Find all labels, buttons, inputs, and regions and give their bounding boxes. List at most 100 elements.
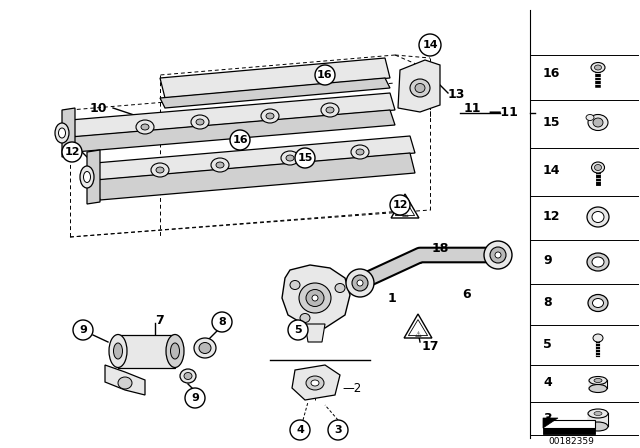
Ellipse shape [80, 166, 94, 188]
Ellipse shape [299, 283, 331, 313]
Ellipse shape [594, 412, 602, 415]
Ellipse shape [351, 145, 369, 159]
Text: 5: 5 [543, 337, 552, 350]
Ellipse shape [593, 298, 604, 307]
Circle shape [295, 148, 315, 168]
Text: 13: 13 [448, 89, 465, 102]
Ellipse shape [586, 115, 594, 121]
Circle shape [390, 195, 410, 215]
Polygon shape [543, 428, 595, 434]
Text: 11: 11 [464, 102, 481, 115]
Ellipse shape [589, 376, 607, 384]
Text: 16: 16 [543, 67, 561, 80]
Ellipse shape [484, 241, 512, 269]
Text: 15: 15 [298, 153, 313, 163]
Text: 1: 1 [388, 292, 397, 305]
Text: 4: 4 [543, 376, 552, 389]
Ellipse shape [194, 338, 216, 358]
Text: 17: 17 [422, 340, 440, 353]
Ellipse shape [58, 128, 65, 138]
Text: 14: 14 [543, 164, 561, 177]
Text: —11: —11 [488, 107, 518, 120]
Ellipse shape [321, 103, 339, 117]
Ellipse shape [156, 167, 164, 173]
Ellipse shape [357, 280, 363, 286]
Ellipse shape [352, 275, 368, 291]
Circle shape [62, 142, 82, 162]
Ellipse shape [591, 63, 605, 73]
Ellipse shape [495, 252, 501, 258]
Polygon shape [396, 200, 415, 215]
Polygon shape [398, 60, 440, 112]
Ellipse shape [415, 83, 425, 92]
Ellipse shape [136, 120, 154, 134]
Text: 16: 16 [232, 135, 248, 145]
Bar [588, 414, 608, 426]
Ellipse shape [589, 384, 607, 392]
Ellipse shape [587, 207, 609, 227]
Ellipse shape [587, 253, 609, 271]
Ellipse shape [592, 211, 604, 223]
Ellipse shape [113, 343, 122, 359]
Polygon shape [95, 153, 415, 200]
Ellipse shape [184, 372, 192, 379]
Ellipse shape [109, 335, 127, 367]
Ellipse shape [593, 118, 603, 127]
Polygon shape [87, 150, 100, 204]
Ellipse shape [216, 162, 224, 168]
Polygon shape [282, 265, 350, 328]
Text: 12: 12 [543, 211, 561, 224]
Polygon shape [70, 110, 395, 152]
Polygon shape [404, 314, 432, 338]
Polygon shape [160, 58, 390, 98]
Polygon shape [292, 365, 340, 400]
Ellipse shape [592, 257, 604, 267]
Ellipse shape [286, 155, 294, 161]
Ellipse shape [196, 119, 204, 125]
Ellipse shape [588, 115, 608, 130]
Text: 14: 14 [422, 40, 438, 50]
Ellipse shape [151, 163, 169, 177]
Ellipse shape [588, 294, 608, 311]
Ellipse shape [594, 379, 602, 383]
Circle shape [288, 320, 308, 340]
Text: 18: 18 [432, 241, 449, 254]
Ellipse shape [55, 123, 69, 143]
Text: 7: 7 [155, 314, 164, 327]
Ellipse shape [170, 343, 179, 359]
Ellipse shape [591, 162, 605, 173]
Text: 5: 5 [294, 325, 302, 335]
Text: 9: 9 [79, 325, 87, 335]
Circle shape [315, 65, 335, 85]
Text: 10: 10 [90, 102, 108, 115]
Polygon shape [160, 78, 390, 108]
Ellipse shape [141, 124, 149, 130]
Ellipse shape [180, 369, 196, 383]
Text: 00182359: 00182359 [548, 438, 594, 447]
Circle shape [73, 320, 93, 340]
Ellipse shape [356, 149, 364, 155]
Polygon shape [391, 194, 419, 218]
Ellipse shape [261, 109, 279, 123]
Text: 8: 8 [543, 297, 552, 310]
Circle shape [185, 388, 205, 408]
Polygon shape [543, 420, 595, 428]
Text: ⚠: ⚠ [401, 210, 408, 219]
Ellipse shape [335, 284, 345, 293]
Circle shape [230, 130, 250, 150]
Text: 12: 12 [392, 200, 408, 210]
Ellipse shape [595, 65, 602, 70]
Polygon shape [95, 136, 415, 180]
Text: —2: —2 [342, 382, 361, 395]
Ellipse shape [290, 280, 300, 289]
Ellipse shape [595, 164, 602, 171]
Polygon shape [62, 108, 75, 157]
Ellipse shape [166, 335, 184, 367]
Ellipse shape [191, 115, 209, 129]
Circle shape [290, 420, 310, 440]
Polygon shape [70, 93, 395, 137]
Ellipse shape [199, 343, 211, 353]
Circle shape [212, 312, 232, 332]
Polygon shape [305, 324, 325, 342]
Text: 16: 16 [317, 70, 333, 80]
